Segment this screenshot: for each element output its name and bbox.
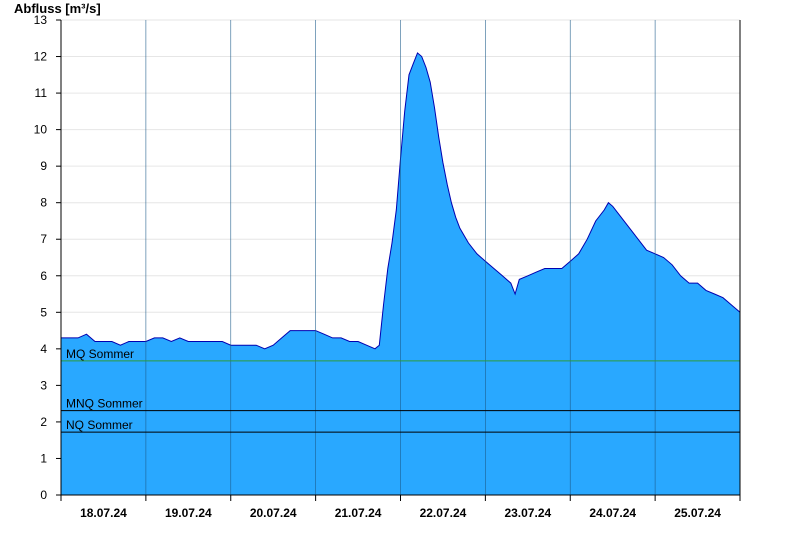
y-tick-label: 13 [34, 13, 48, 27]
y-tick-label: 11 [35, 86, 48, 100]
y-tick-label: 8 [40, 196, 47, 210]
x-tick-label: 25.07.24 [674, 506, 721, 520]
reference-label-mnq: MNQ Sommer [66, 397, 143, 411]
y-tick-label: 7 [40, 232, 47, 246]
x-tick-label: 24.07.24 [589, 506, 636, 520]
y-tick-label: 0 [40, 488, 47, 502]
x-tick-label: 20.07.24 [250, 506, 297, 520]
x-tick-label: 22.07.24 [420, 506, 467, 520]
reference-label-mq: MQ Sommer [66, 347, 134, 361]
y-axis-title: Abfluss [m³/s] [14, 1, 101, 16]
y-tick-label: 1 [40, 451, 47, 465]
y-tick-label: 2 [40, 415, 47, 429]
y-tick-label: 6 [40, 269, 47, 283]
x-tick-label: 23.07.24 [504, 506, 551, 520]
discharge-line [61, 52, 741, 350]
x-tick-label: 18.07.24 [80, 506, 127, 520]
y-tick-label: 5 [40, 305, 47, 319]
y-tick-label: 10 [34, 123, 48, 137]
y-tick-label: 9 [40, 159, 47, 173]
x-tick-labels: 18.07.24 19.07.24 20.07.24 21.07.24 22.07.24… [60, 495, 741, 520]
y-tick-label: 3 [40, 378, 47, 392]
x-tick-label: 19.07.24 [165, 506, 212, 520]
reference-label-nq: NQ Sommer [66, 418, 133, 432]
day-separators [145, 20, 656, 495]
y-tick-label: 12 [34, 50, 48, 64]
x-tick-label: 21.07.24 [335, 506, 382, 520]
y-tick-label: 4 [40, 342, 47, 356]
reference-lines: MQ Sommer MNQ Sommer NQ Sommer [61, 347, 740, 433]
